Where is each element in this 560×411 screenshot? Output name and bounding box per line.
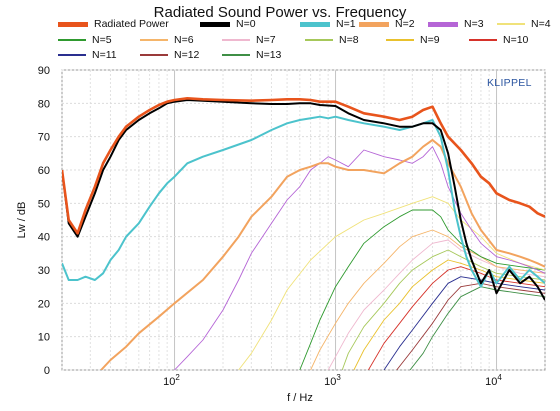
series-line-n-11 <box>383 276 545 370</box>
y-tick-label: 90 <box>38 65 50 77</box>
legend-item-radiated-power: Radiated Power <box>58 18 169 30</box>
legend-item-n-13: N=13 <box>222 49 281 61</box>
legend-label: N=7 <box>256 34 276 46</box>
legend-item-n-3: N=3 <box>428 18 484 30</box>
legend-label: N=3 <box>464 18 484 30</box>
y-tick-label: 10 <box>38 332 50 344</box>
legend-item-n-7: N=7 <box>222 34 276 46</box>
y-tick-label: 40 <box>38 232 50 244</box>
legend-item-n-9: N=9 <box>386 34 440 46</box>
y-tick-label: 60 <box>38 165 50 177</box>
series-line-n-3 <box>174 146 545 370</box>
series-line-n-2 <box>100 139 545 370</box>
legend-item-n-6: N=6 <box>140 34 194 46</box>
y-tick-label: 50 <box>38 198 50 210</box>
y-tick-label: 20 <box>38 298 50 310</box>
legend-swatch <box>428 21 458 27</box>
y-tick-label: 80 <box>38 98 50 110</box>
legend-label: N=10 <box>503 34 529 46</box>
legend-item-n-0: N=0 <box>200 18 256 30</box>
legend-label: N=13 <box>256 49 282 61</box>
series-line-n-13 <box>409 286 545 370</box>
x-tick-label: 104 <box>485 373 502 388</box>
legend-swatch <box>222 39 250 41</box>
legend-label: N=0 <box>236 18 256 30</box>
brand-label: KLIPPEL <box>487 77 532 89</box>
legend-swatch <box>140 39 168 41</box>
legend-label: N=4 <box>531 18 551 30</box>
x-tick-label: 102 <box>163 373 180 388</box>
x-axis-label: f / Hz <box>287 392 313 404</box>
legend-label: N=2 <box>395 18 415 30</box>
series-line-n-4 <box>238 196 545 370</box>
series-line-n-6 <box>310 229 545 370</box>
legend-swatch <box>386 39 414 41</box>
legend-item-n-1: N=1 <box>300 18 356 30</box>
y-axis-label: Lw / dB <box>16 201 28 239</box>
legend-swatch <box>58 39 86 41</box>
legend-label: N=9 <box>420 34 440 46</box>
legend-item-n-11: N=11 <box>58 49 117 61</box>
y-tick-label: 70 <box>38 132 50 144</box>
legend-item-n-12: N=12 <box>140 49 199 61</box>
series-line-n-5 <box>299 209 545 370</box>
legend-swatch <box>222 54 250 56</box>
series-line-n-8 <box>341 249 545 370</box>
legend-item-n-2: N=2 <box>359 18 415 30</box>
plot-area <box>61 69 546 371</box>
legend-label: N=1 <box>336 18 356 30</box>
series-line-n-1 <box>62 115 545 288</box>
legend-swatch <box>359 21 389 27</box>
series-line-n-10 <box>368 266 545 370</box>
legend-label: N=5 <box>92 34 112 46</box>
legend-label: N=6 <box>174 34 194 46</box>
legend-label: N=8 <box>339 34 359 46</box>
legend-item-n-10: N=10 <box>469 34 528 46</box>
series-line-radiated-power <box>62 97 545 235</box>
legend-label: N=11 <box>92 49 117 61</box>
series-line-n-12 <box>396 282 545 370</box>
legend-item-n-4: N=4 <box>497 18 551 30</box>
legend-swatch <box>140 54 168 56</box>
legend-swatch <box>58 54 86 56</box>
legend: Radiated Power N=0 N=1 N=2 N=3 N=4 N=5 N=6 N=7 N=… <box>0 0 560 61</box>
legend-item-n-8: N=8 <box>305 34 359 46</box>
legend-swatch <box>497 23 525 25</box>
y-tick-label: 0 <box>44 365 50 377</box>
legend-item-n-5: N=5 <box>58 34 112 46</box>
chart-title: Radiated Sound Power vs. Frequency <box>153 4 407 21</box>
legend-swatch <box>200 21 230 27</box>
legend-label: Radiated Power <box>94 18 169 30</box>
legend-swatch <box>305 39 333 41</box>
y-tick-label: 30 <box>38 265 50 277</box>
series-line-n-7 <box>327 239 545 370</box>
legend-swatch <box>58 21 88 27</box>
legend-swatch <box>469 39 497 41</box>
x-tick-label: 103 <box>324 373 341 388</box>
legend-label: N=12 <box>174 49 200 61</box>
legend-swatch <box>300 21 330 27</box>
series-line-n-0 <box>62 99 545 301</box>
